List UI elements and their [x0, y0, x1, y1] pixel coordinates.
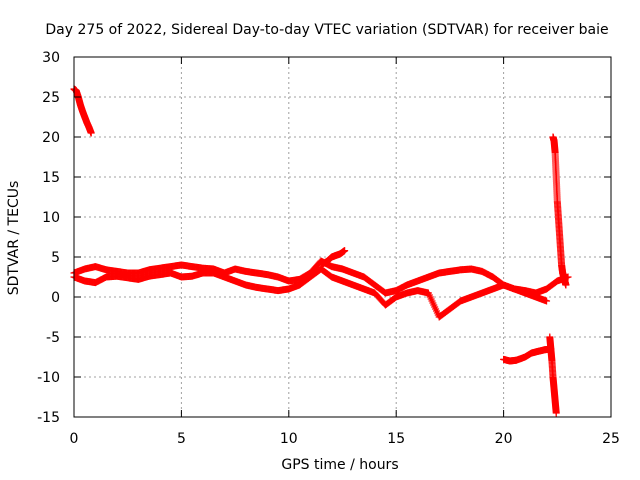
y-tick-label: 5 — [51, 250, 60, 266]
y-tick-label: -10 — [37, 370, 60, 386]
y-tick-label: -15 — [37, 410, 60, 426]
series-segment-start-high — [70, 85, 95, 137]
y-tick-label: 25 — [42, 90, 60, 106]
y-tick-label: 15 — [42, 170, 60, 186]
axis-ticks — [73, 56, 612, 418]
x-tick-label: 20 — [495, 431, 513, 447]
y-tick-labels: -15 -10 -5 0 5 10 15 20 25 30 — [37, 50, 60, 426]
data-points — [70, 85, 572, 417]
series-segment-late-rise — [317, 247, 349, 269]
series-segment-vertical-up — [549, 133, 570, 289]
data-point — [562, 281, 570, 289]
series-segment-vertical-down — [546, 333, 560, 417]
series-segment-negative-offset — [500, 345, 555, 365]
x-tick-label: 0 — [70, 431, 79, 447]
x-tick-labels: 0 5 10 15 20 25 — [70, 431, 620, 447]
y-tick-label: 30 — [42, 50, 60, 66]
series-segment-main-b — [70, 265, 551, 321]
y-axis-title: SDTVAR / TECUs — [6, 181, 22, 296]
plot-frame — [73, 56, 612, 418]
data-point — [552, 409, 560, 417]
data-point — [543, 297, 551, 305]
y-tick-label: 10 — [42, 210, 60, 226]
x-axis-title: GPS time / hours — [281, 457, 398, 473]
grid — [74, 57, 611, 417]
x-tick-label: 25 — [602, 431, 620, 447]
y-tick-label: 0 — [51, 290, 60, 306]
data-point — [341, 247, 349, 255]
x-tick-label: 15 — [387, 431, 405, 447]
y-tick-label: 20 — [42, 130, 60, 146]
chart-title: Day 275 of 2022, Sidereal Day-to-day VTE… — [45, 22, 608, 38]
y-tick-label: -5 — [46, 330, 60, 346]
x-tick-label: 5 — [177, 431, 186, 447]
x-tick-label: 10 — [280, 431, 298, 447]
data-point — [87, 129, 95, 137]
